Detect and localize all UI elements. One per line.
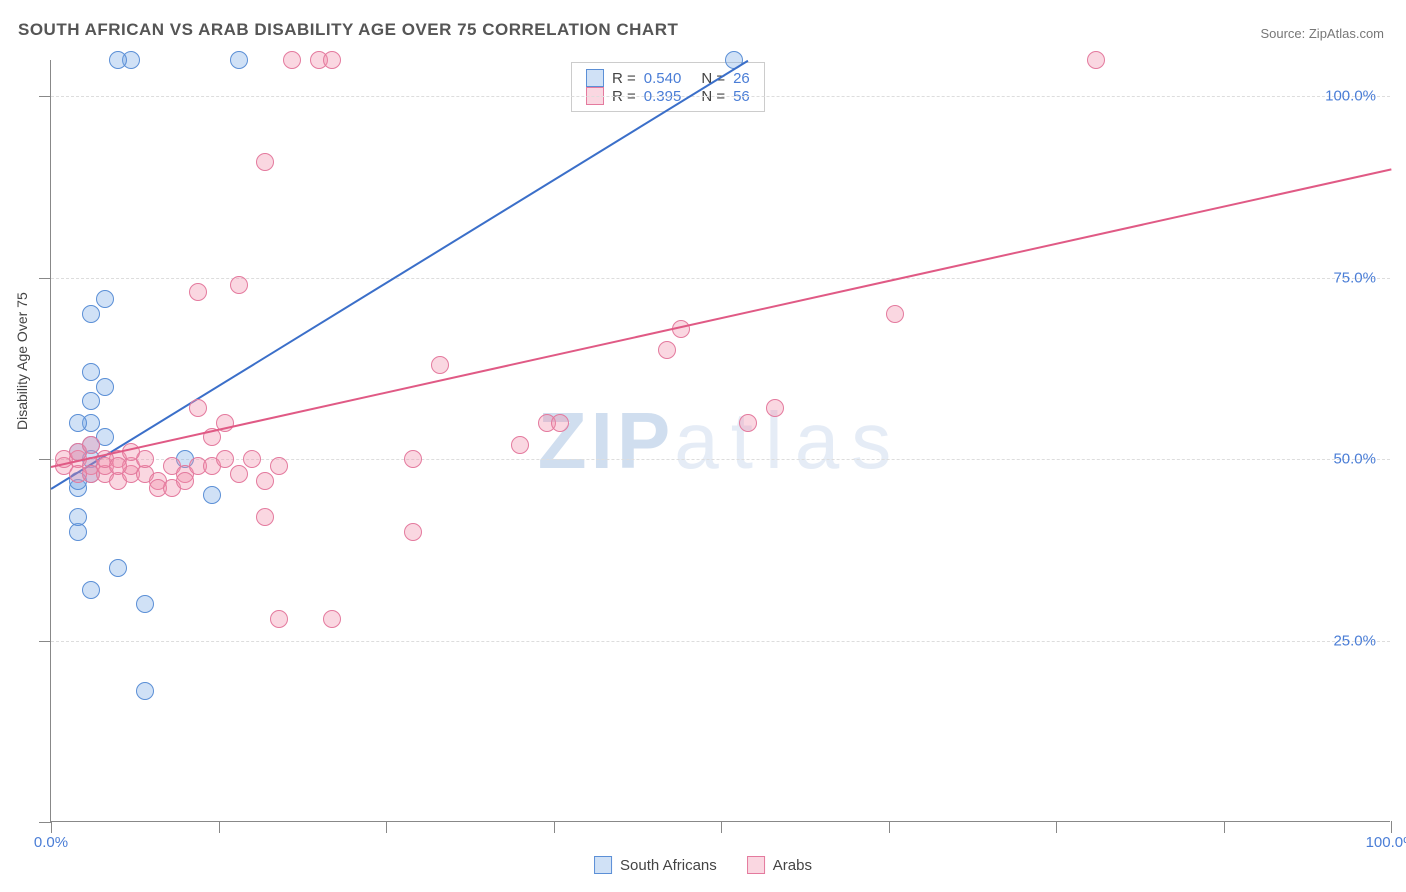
y-tick-label: 75.0% [1333,269,1376,286]
scatter-point [82,305,100,323]
x-tick-label: 100.0% [1366,834,1406,851]
y-tick [39,278,51,279]
legend-r-value: 0.540 [644,70,682,87]
scatter-point [739,414,757,432]
y-axis-label: Disability Age Over 75 [14,292,30,430]
scatter-point [69,414,87,432]
legend-swatch [586,69,604,87]
x-tick [554,821,555,833]
trend-line [51,169,1391,468]
gridline-h [51,96,1390,97]
scatter-point [203,486,221,504]
gridline-h [51,641,1390,642]
scatter-point [82,392,100,410]
scatter-point [189,399,207,417]
y-tick [39,459,51,460]
legend-label: South Africans [620,857,717,874]
scatter-point [511,436,529,454]
scatter-point [230,465,248,483]
gridline-h [51,278,1390,279]
scatter-point [136,595,154,613]
scatter-point [256,153,274,171]
x-tick [1224,821,1225,833]
scatter-point [82,436,100,454]
scatter-point [270,610,288,628]
y-tick [39,96,51,97]
x-tick [721,821,722,833]
scatter-point [230,51,248,69]
scatter-point [243,450,261,468]
scatter-point [323,610,341,628]
x-tick [219,821,220,833]
scatter-point [69,508,87,526]
source-label: Source: ZipAtlas.com [1260,26,1384,41]
legend-item: South Africans [594,856,717,874]
scatter-point [404,523,422,541]
scatter-point [69,465,87,483]
x-tick [889,821,890,833]
legend-row: R =0.540N =26 [586,69,750,87]
x-tick [386,821,387,833]
scatter-point [189,283,207,301]
scatter-point [256,472,274,490]
plot-area: ZIPatlas R =0.540N =26R =0.395N =56 25.0… [50,60,1390,822]
legend-swatch [747,856,765,874]
scatter-point [82,581,100,599]
correlation-legend: R =0.540N =26R =0.395N =56 [571,62,765,112]
scatter-point [1087,51,1105,69]
scatter-point [216,450,234,468]
series-legend: South Africans Arabs [594,856,812,874]
trend-line [50,60,748,490]
x-tick-label: 0.0% [34,834,68,851]
scatter-point [886,305,904,323]
y-tick-label: 50.0% [1333,451,1376,468]
scatter-point [136,682,154,700]
legend-swatch [594,856,612,874]
scatter-point [109,559,127,577]
scatter-point [283,51,301,69]
scatter-point [256,508,274,526]
legend-n-value: 26 [733,70,750,87]
scatter-point [176,472,194,490]
legend-item: Arabs [747,856,812,874]
scatter-point [82,363,100,381]
scatter-point [230,276,248,294]
scatter-point [431,356,449,374]
x-tick [1056,821,1057,833]
x-tick [1391,821,1392,833]
legend-r-label: R = [612,70,636,87]
y-tick-label: 100.0% [1325,88,1376,105]
scatter-point [96,378,114,396]
y-tick [39,641,51,642]
scatter-point [109,457,127,475]
y-tick-label: 25.0% [1333,632,1376,649]
scatter-point [270,457,288,475]
scatter-point [766,399,784,417]
scatter-point [551,414,569,432]
watermark: ZIPatlas [538,395,903,487]
scatter-point [109,51,127,69]
scatter-point [323,51,341,69]
scatter-point [404,450,422,468]
chart-title: SOUTH AFRICAN VS ARAB DISABILITY AGE OVE… [18,20,678,40]
legend-label: Arabs [773,857,812,874]
scatter-point [96,290,114,308]
x-tick [51,821,52,833]
scatter-point [658,341,676,359]
y-tick [39,822,51,823]
